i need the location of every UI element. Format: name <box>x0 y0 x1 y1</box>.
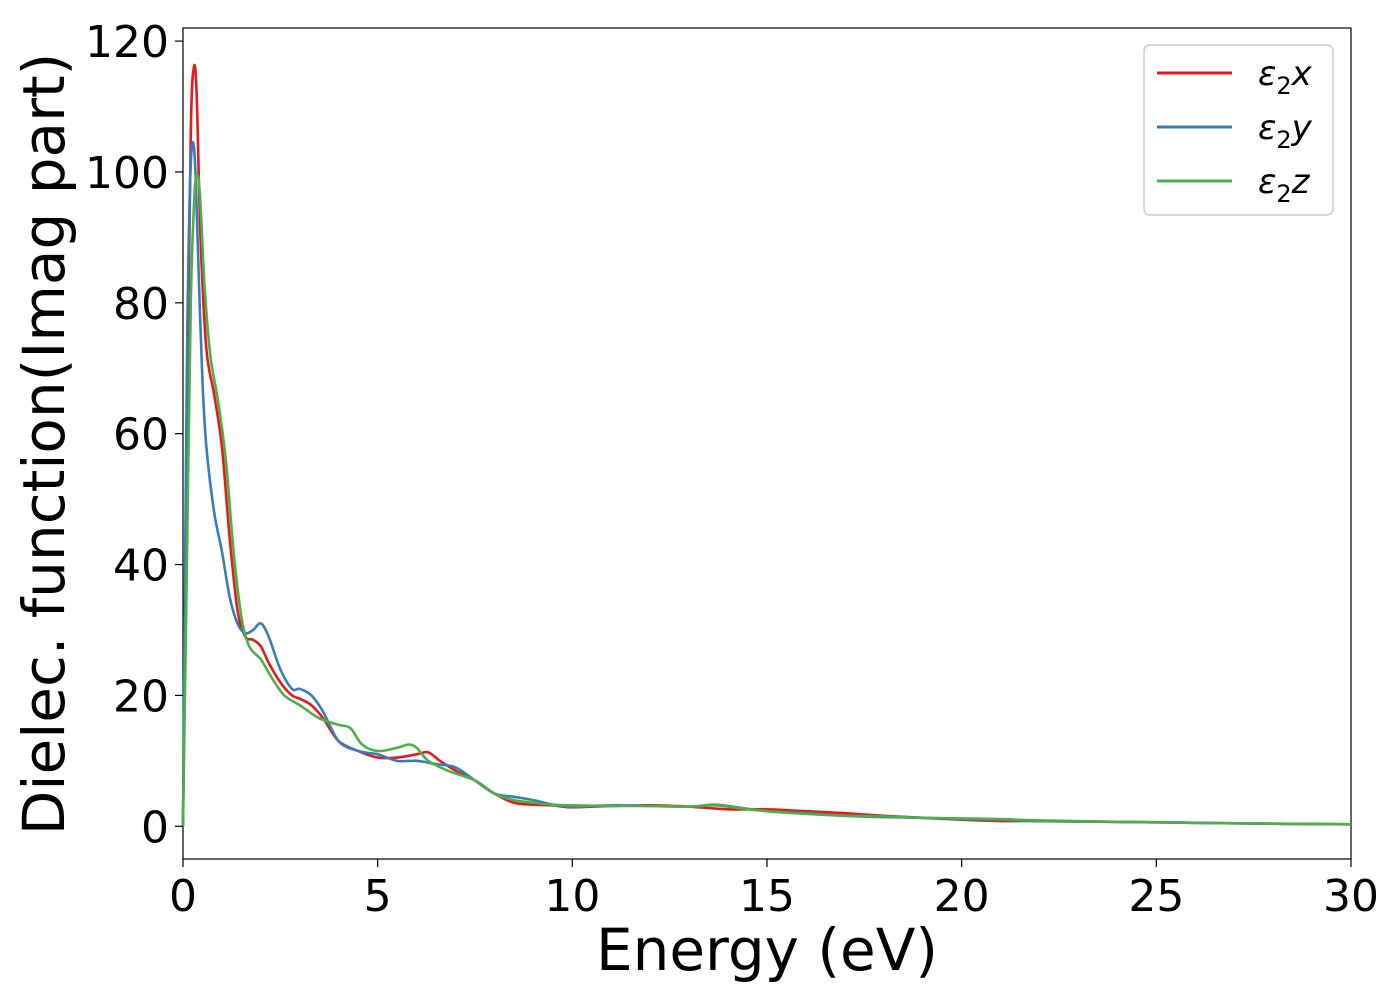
series-line-z <box>181 172 1352 827</box>
x-axis-title: Energy (eV) <box>596 916 938 984</box>
x-tick-label: 10 <box>544 871 600 922</box>
plot-area: 0 5 10 15 20 25 30 0 20 40 60 80 100 120 <box>85 17 1379 922</box>
series-layer <box>181 63 1352 827</box>
x-tick-label: 20 <box>934 871 990 922</box>
y-tick-label: 100 <box>85 148 169 199</box>
y-tick-label: 60 <box>113 410 169 461</box>
x-axis-ticks: 0 5 10 15 20 25 30 <box>169 859 1379 922</box>
legend-items: ε2x ε2y ε2z <box>1157 54 1313 208</box>
legend: ε2x ε2y ε2z <box>1143 44 1334 216</box>
legend-label-x: ε2x <box>1258 54 1313 100</box>
x-tick-label: 25 <box>1128 871 1184 922</box>
legend-label-z: ε2z <box>1258 162 1311 208</box>
y-axis-title: Dielec. function(Imag part) <box>10 53 78 836</box>
y-tick-label: 40 <box>113 541 169 592</box>
y-tick-label: 80 <box>113 279 169 330</box>
x-tick-label: 0 <box>169 871 197 922</box>
legend-label-y: ε2y <box>1258 108 1313 154</box>
y-tick-label: 20 <box>113 671 169 722</box>
legend-frame <box>1143 44 1334 216</box>
y-tick-label: 0 <box>141 802 169 853</box>
x-tick-label: 15 <box>739 871 795 922</box>
y-tick-label: 120 <box>85 17 169 68</box>
x-tick-label: 5 <box>364 871 392 922</box>
x-tick-label: 30 <box>1323 871 1379 922</box>
y-axis-ticks: 0 20 40 60 80 100 120 <box>85 17 183 853</box>
series-line-y <box>181 141 1352 827</box>
